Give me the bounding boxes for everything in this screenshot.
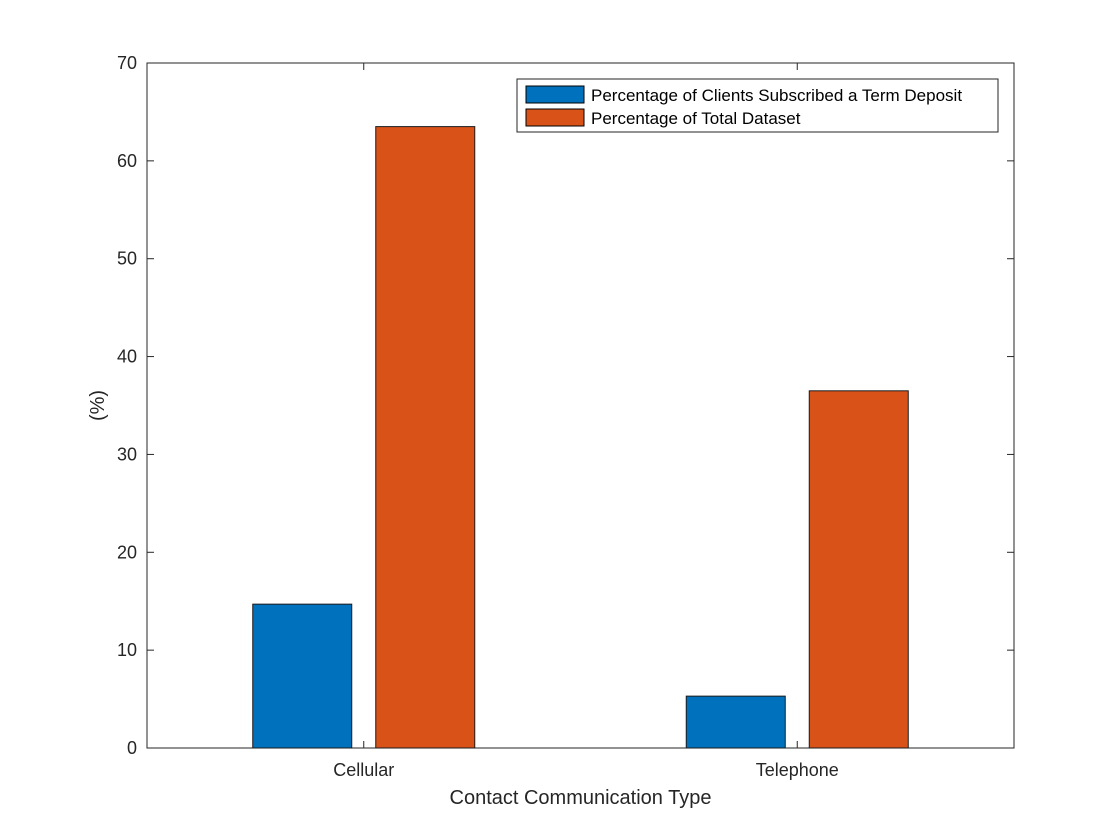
legend: Percentage of Clients Subscribed a Term … [516, 78, 999, 133]
y-tick-label: 20 [117, 542, 137, 562]
y-tick-label: 40 [117, 347, 137, 367]
y-tick-label: 0 [127, 738, 137, 758]
y-tick-label: 10 [117, 640, 137, 660]
legend-label-series-2: Percentage of Total Dataset [591, 109, 801, 128]
y-tick-label: 30 [117, 444, 137, 464]
x-axis-label: Contact Communication Type [450, 787, 712, 809]
y-tick-label: 70 [117, 53, 137, 73]
bar-series-2-cellular [375, 126, 476, 749]
y-tick-label: 50 [117, 249, 137, 269]
bar-series-2-telephone [808, 390, 909, 749]
y-tick-label: 60 [117, 151, 137, 171]
legend-label-series-1: Percentage of Clients Subscribed a Term … [591, 86, 962, 105]
legend-swatch-series-2 [525, 108, 585, 127]
x-axis-ticks: Cellular Telephone [333, 63, 839, 780]
y-axis-ticks: 0 10 20 30 40 50 60 70 [117, 53, 1014, 758]
bar-series-1-cellular [252, 603, 353, 749]
legend-swatch-series-1 [525, 85, 585, 104]
bar-series-1-telephone [685, 695, 786, 749]
y-axis-label: (%) [87, 390, 109, 421]
x-tick-label: Telephone [756, 760, 839, 780]
bar-series [252, 126, 909, 749]
legend-box [516, 78, 999, 133]
x-tick-label: Cellular [333, 760, 394, 780]
